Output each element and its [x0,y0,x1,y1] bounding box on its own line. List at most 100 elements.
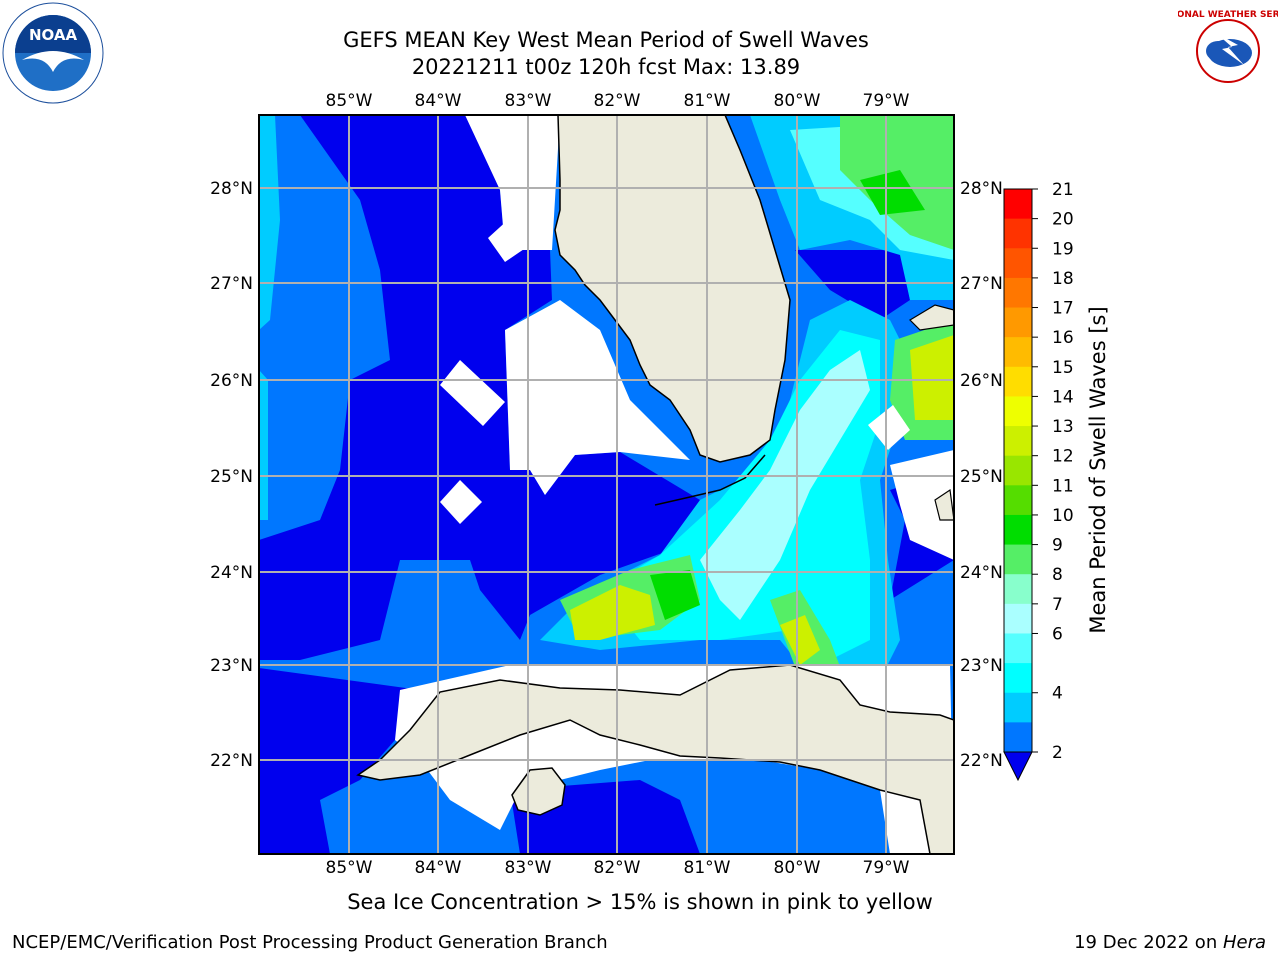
colorbar-tick-label: 20 [1052,210,1074,230]
noaa-logo-text: NOAA [29,26,78,44]
colorbar-segment [1004,603,1032,634]
land-florida [554,115,791,463]
noaa-logo: NOAA [2,2,104,108]
colorbar-segment [1004,396,1032,427]
bottom-lon-label: 84°W [415,858,462,878]
top-lon-label: 80°W [774,91,821,111]
region-4-6s-southwest [259,370,268,520]
left-lat-label: 26°N [210,371,253,391]
colorbar-segment [1004,277,1032,309]
colorbar-segment [1004,218,1032,249]
colorbar-tick-label: 8 [1052,565,1063,585]
region-10-11s-ne [860,170,925,215]
left-lat-label: 24°N [210,563,253,583]
colorbar-tick-label: 11 [1052,476,1074,496]
colorbar-segment [1004,514,1032,546]
nodata-diamond-1 [440,360,505,426]
nodata-diamond-3 [488,218,530,262]
nws-logo-text: NATIONAL WEATHER SERVICE [1178,10,1278,20]
colorbar-segment [1004,722,1032,753]
right-lat-label: 22°N [960,751,1003,771]
colorbar-segment [1004,455,1032,486]
colorbar-frame [1003,188,1033,753]
colorbar-tick-label: 9 [1052,536,1063,556]
bottom-lon-label: 81°W [684,858,731,878]
land-cuba [356,664,954,854]
colorbar-tick-label: 7 [1052,595,1063,615]
bottom-lon-label: 83°W [505,858,552,878]
nws-logo: NATIONAL WEATHER SERVICE [1153,3,1280,103]
region-12-13s [570,585,655,640]
top-lon-label: 82°W [594,91,641,111]
top-lon-label: 79°W [863,91,910,111]
chart-title: GEFS MEAN Key West Mean Period of Swell … [343,28,869,52]
right-lat-label: 26°N [960,371,1003,391]
left-lat-label: 28°N [210,179,253,199]
colorbar-tick-label: 2 [1052,743,1063,763]
region-12-13s-keys [780,615,820,665]
colorbar-segment [1004,574,1032,605]
bottom-lon-label: 82°W [594,858,641,878]
colorbar-segment [1004,366,1032,397]
colorbar-segment [1004,544,1032,575]
colorbar-tick-label: 12 [1052,447,1074,467]
footer-date: 19 Dec 2022 on Hera [1074,932,1266,953]
colorbar-tick-label: 4 [1052,684,1063,704]
map-field [259,115,954,854]
colorbar-segment [1004,663,1032,694]
colorbar-tick-label: 17 [1052,299,1074,319]
sea-ice-caption: Sea Ice Concentration > 15% is shown in … [347,890,933,914]
footer-credit: NCEP/EMC/Verification Post Processing Pr… [12,932,608,953]
footer-date-text: 19 Dec 2022 on [1074,932,1223,953]
right-lat-label: 27°N [960,274,1003,294]
right-lat-label: 28°N [960,179,1003,199]
region-8-9s [700,350,870,620]
right-lat-label: 24°N [960,563,1003,583]
colorbar-segment [1004,692,1032,723]
colorbar-segment [1004,633,1032,664]
colorbar: 21 20 19 18 17 16 15 14 13 12 11 10 9 8 7 6 4 2 [1003,180,1074,782]
top-lon-label: 85°W [326,91,373,111]
left-lat-label: 23°N [210,656,253,676]
nodata-bahamas [868,405,910,450]
bottom-lon-label: 80°W [774,858,821,878]
colorbar-segment [1004,337,1032,368]
nodata-bahamas-2 [890,450,954,560]
chart-subtitle: 20221211 t00z 120h fcst Max: 13.89 [411,55,801,79]
left-lat-label: 25°N [210,467,253,487]
colorbar-tick-label: 6 [1052,624,1063,644]
colorbar-segment [1004,426,1032,457]
colorbar-tick-label: 14 [1052,387,1074,407]
top-lon-label: 83°W [505,91,552,111]
region-10-11s [650,570,700,620]
left-lat-label: 27°N [210,274,253,294]
left-lat-label: 22°N [210,751,253,771]
region-4-6s-west [259,115,280,330]
colorbar-segment [1004,307,1032,338]
nodata-gulf-center [505,300,690,495]
nodata-gulf-north [465,115,560,250]
region-2-4s-east [795,250,910,320]
florida-keys [654,454,766,506]
graticule [259,115,954,854]
colorbar-tick-label: 21 [1052,180,1074,200]
nodata-diamond-2 [440,480,482,524]
land-andros [934,488,954,521]
colorbar-tick-label: 13 [1052,417,1074,437]
colorbar-tick-label: 19 [1052,239,1074,259]
colorbar-extend-arrow [1003,751,1033,782]
colorbar-segment [1004,485,1032,516]
bottom-lon-label: 79°W [863,858,910,878]
footer-host: Hera [1222,932,1266,953]
top-lon-label: 81°W [684,91,731,111]
right-lat-label: 25°N [960,467,1003,487]
right-lat-label: 23°N [960,656,1003,676]
land-isla-juventud [511,767,566,816]
colorbar-segment [1004,189,1032,220]
top-lon-label: 84°W [415,91,462,111]
colorbar-tick-label: 16 [1052,328,1074,348]
land-grand-bahama [909,304,954,331]
region-12-13s-east [910,335,954,420]
colorbar-tick-label: 10 [1052,506,1074,526]
